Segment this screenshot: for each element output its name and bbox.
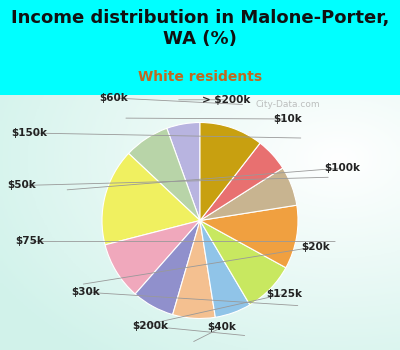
Text: $20k: $20k [302,242,330,252]
Wedge shape [200,205,298,268]
Text: $75k: $75k [16,237,44,246]
Wedge shape [102,153,200,245]
Wedge shape [105,220,200,294]
Text: $125k: $125k [266,289,302,299]
Wedge shape [167,122,200,220]
Text: > $200k: > $200k [202,95,250,105]
Wedge shape [128,128,200,220]
Wedge shape [135,220,200,315]
Text: $10k: $10k [274,114,302,124]
Text: $200k: $200k [132,321,168,331]
Text: $150k: $150k [11,128,47,138]
Text: $60k: $60k [100,93,128,103]
Wedge shape [200,220,250,317]
Wedge shape [200,122,260,220]
Text: $50k: $50k [8,181,36,190]
Text: $40k: $40k [208,322,236,332]
Text: $30k: $30k [72,287,100,297]
Text: White residents: White residents [138,70,262,84]
Wedge shape [200,168,297,220]
Text: Income distribution in Malone-Porter,
WA (%): Income distribution in Malone-Porter, WA… [11,9,389,48]
Text: $100k: $100k [324,163,360,173]
Wedge shape [200,143,283,220]
Text: City-Data.com: City-Data.com [256,100,320,109]
Wedge shape [200,220,286,305]
Wedge shape [173,220,215,318]
